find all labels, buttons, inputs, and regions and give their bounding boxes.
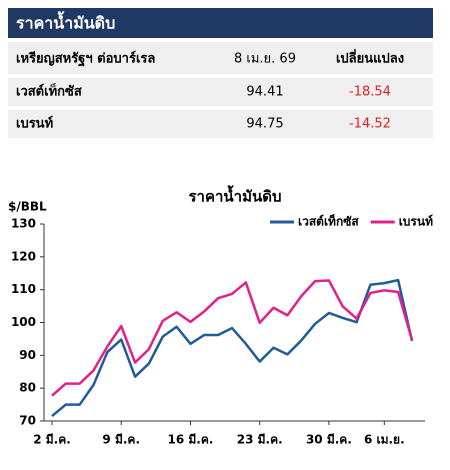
y-axis-label: $/BBL: [8, 200, 47, 214]
table-header: เหรียญสหรัฐฯ ต่อบาร์เรล: [16, 51, 155, 68]
table-title: ราคาน้ำมันดิบ: [16, 11, 115, 33]
table-cell: 94.75: [246, 117, 283, 132]
table-cell: เวสต์เท็กซัส: [16, 82, 82, 100]
table-header-bg: [8, 42, 433, 74]
line-series: [51, 278, 414, 418]
chart-title: ราคาน้ำมันดิบ: [188, 185, 281, 206]
y-tick-label: 100: [11, 315, 36, 329]
x-tick-label: 30 มี.ค.: [306, 433, 352, 447]
table-header: 8 เม.ย. 69: [234, 52, 296, 67]
y-tick-label: 70: [19, 414, 36, 428]
x-tick-label: 23 มี.ค.: [237, 433, 283, 447]
table-cell: -18.54: [349, 85, 391, 100]
table-header: เปลี่ยนแปลง: [336, 49, 404, 67]
x-tick-label: 6 เม.ย.: [364, 433, 405, 447]
legend-label: เวสต์เท็กซัส: [298, 214, 359, 229]
table-row-bg: [8, 78, 433, 106]
table-title-bar: [8, 8, 433, 38]
table-cell: -14.52: [349, 117, 391, 132]
table-row-bg: [8, 110, 433, 138]
x-tick-label: 9 มี.ค.: [102, 433, 140, 447]
x-tick-label: 2 มี.ค.: [33, 433, 71, 447]
y-tick-label: 130: [11, 217, 36, 231]
table-cell: เบรนท์: [16, 116, 53, 132]
y-tick-label: 120: [11, 249, 36, 263]
line-series: [51, 279, 414, 397]
y-tick-label: 90: [19, 348, 36, 362]
table-cell: 94.41: [246, 85, 283, 100]
x-tick-label: 16 มี.ค.: [167, 433, 213, 447]
legend-label: เบรนท์: [399, 215, 433, 229]
y-tick-label: 80: [19, 381, 36, 395]
y-tick-label: 110: [11, 282, 36, 296]
